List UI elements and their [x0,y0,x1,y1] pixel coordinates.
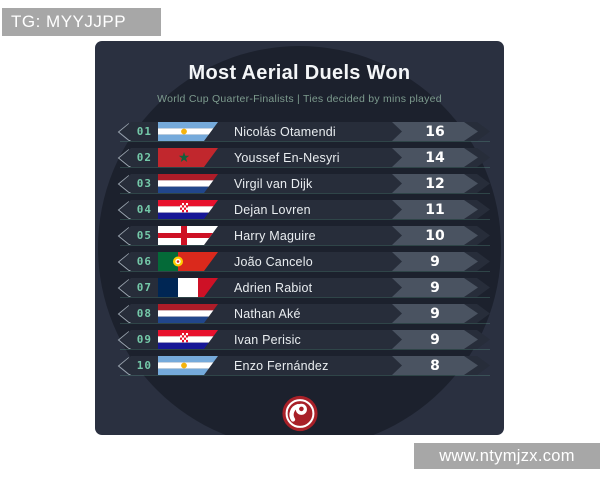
player-name: Enzo Fernández [234,358,329,373]
value-badge: 16 [392,122,478,141]
rank-badge: 05 [136,229,152,242]
ranking-row: 05 Harry Maguire 10 [117,226,490,245]
value-badge: 9 [392,278,478,297]
player-name: Adrien Rabiot [234,280,313,295]
value-badge: 9 [392,252,478,271]
value-badge: 10 [392,226,478,245]
flag-portugal-icon [158,252,218,271]
ranking-row: 09 Ivan Perisic 9 [117,330,490,349]
player-name: Ivan Perisic [234,332,302,347]
player-name: Dejan Lovren [234,202,311,217]
value-badge: 8 [392,356,478,375]
player-name: Virgil van Dijk [234,176,313,191]
rank-badge: 04 [136,203,152,216]
stats-card: Most Aerial Duels Won World Cup Quarter-… [95,41,504,435]
player-name: Nathan Aké [234,306,301,321]
flag-morocco-icon [158,148,218,167]
player-name: Harry Maguire [234,228,316,243]
rank-badge: 09 [136,333,152,346]
value-badge: 11 [392,200,478,219]
brand-logo-icon [281,395,318,432]
flag-netherlands-icon [158,304,218,323]
player-name: Youssef En-Nesyri [234,150,340,165]
player-name: João Cancelo [234,254,313,269]
rank-badge: 10 [136,359,152,372]
flag-argentina-icon [158,122,218,141]
rank-badge: 02 [136,151,152,164]
ranking-row: 02 Youssef En-Nesyri 14 [117,148,490,167]
page-title: Most Aerial Duels Won [188,62,411,84]
player-name: Nicolás Otamendi [234,124,336,139]
ranking-row: 04 Dejan Lovren 11 [117,200,490,219]
ranking-row: 01 Nicolás Otamendi 16 [117,122,490,141]
rank-badge: 07 [136,281,152,294]
ranking-list: 01 Nicolás Otamendi 16 02 Youssef En-Nes… [95,122,504,382]
value-badge: 14 [392,148,478,167]
ranking-row: 10 Enzo Fernández 8 [117,356,490,375]
watermark-bottom: www.ntymjzx.com [414,443,600,469]
flag-france-icon [158,278,218,297]
rank-badge: 08 [136,307,152,320]
ranking-row: 08 Nathan Aké 9 [117,304,490,323]
flag-croatia-icon [158,330,218,349]
flag-croatia-icon [158,200,218,219]
flag-england-icon [158,226,218,245]
ranking-row: 07 Adrien Rabiot 9 [117,278,490,297]
rank-badge: 01 [136,125,152,138]
value-badge: 12 [392,174,478,193]
rank-badge: 03 [136,177,152,190]
flag-argentina-icon [158,356,218,375]
page-subtitle: World Cup Quarter-Finalists | Ties decid… [157,93,442,105]
ranking-row: 06 João Cancelo 9 [117,252,490,271]
value-badge: 9 [392,304,478,323]
watermark-top: TG: MYYJJPP [2,8,161,36]
rank-badge: 06 [136,255,152,268]
ranking-row: 03 Virgil van Dijk 12 [117,174,490,193]
value-badge: 9 [392,330,478,349]
flag-netherlands-icon [158,174,218,193]
